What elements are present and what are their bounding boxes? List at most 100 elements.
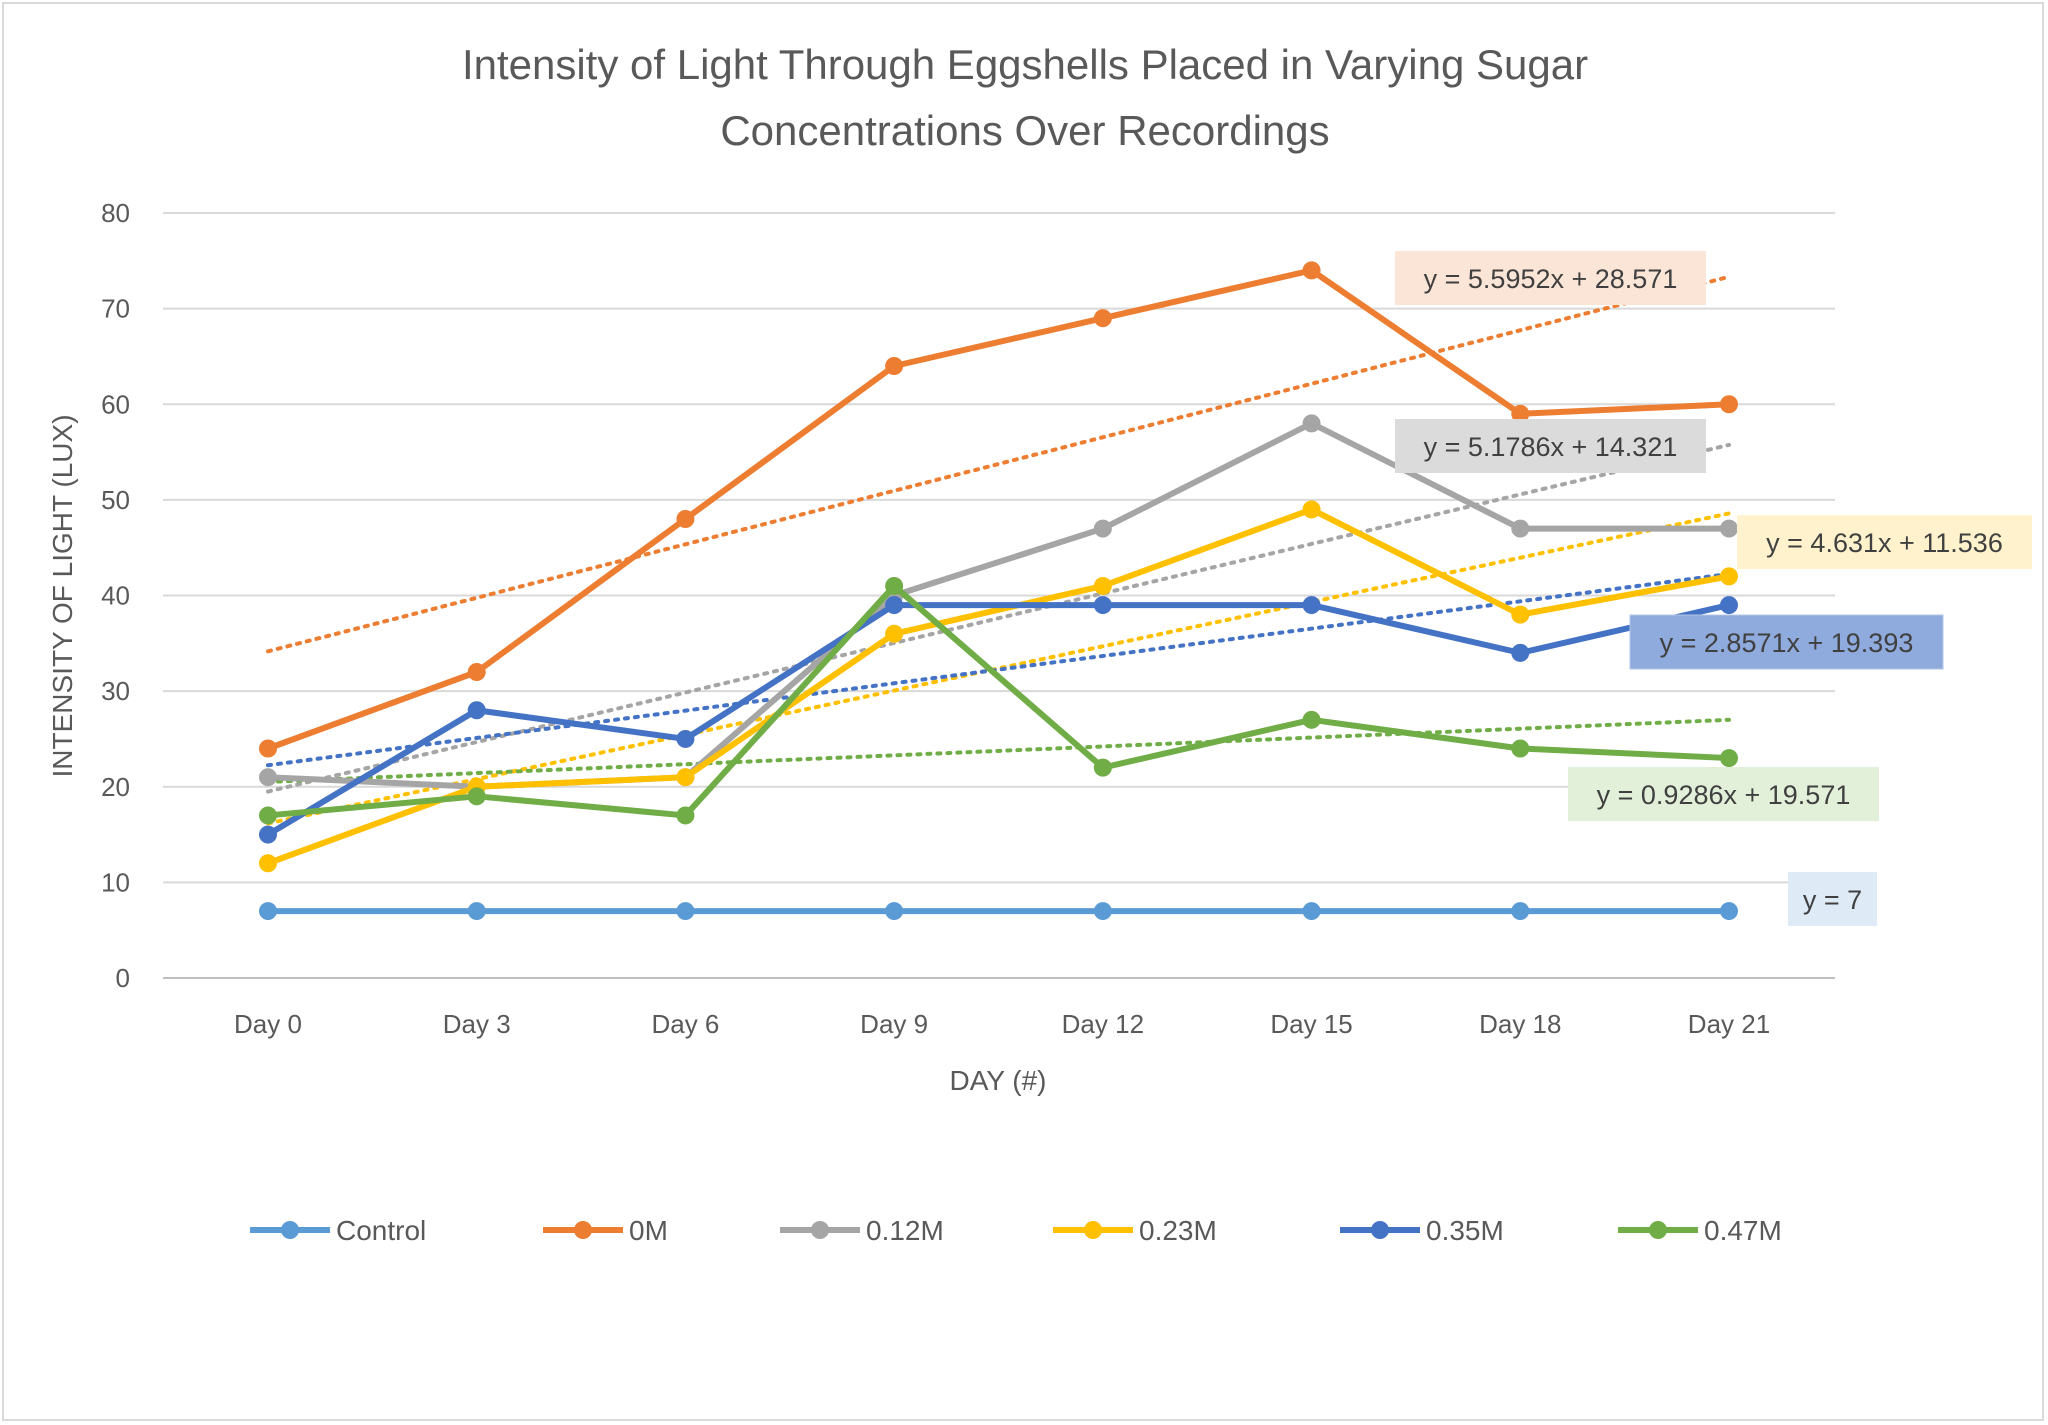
legend-item-0.12M: 0.12M	[780, 1215, 944, 1246]
series-line	[266, 267, 1730, 752]
data-point	[1511, 605, 1530, 624]
equation-text: y = 5.5952x + 28.571	[1424, 264, 1678, 294]
trendline-equation-0.35M: y = 2.8571x + 19.393	[1629, 614, 1944, 670]
legend-marker	[1084, 1221, 1102, 1239]
x-tick-label: Day 6	[651, 1009, 719, 1039]
equation-box	[1737, 515, 2032, 569]
data-point	[1302, 261, 1321, 280]
y-tick-label: 40	[101, 581, 130, 611]
legend-marker	[1649, 1221, 1667, 1239]
x-tick-label: Day 3	[443, 1009, 511, 1039]
y-tick-label: 70	[101, 294, 130, 324]
x-tick-label: Day 12	[1062, 1009, 1144, 1039]
data-point	[1720, 596, 1738, 615]
data-point	[259, 854, 277, 873]
legend-label: 0.35M	[1426, 1215, 1504, 1246]
series-0.23M	[259, 500, 1738, 873]
legend-marker	[811, 1221, 829, 1239]
data-point	[885, 357, 904, 375]
legend-label: 0M	[629, 1215, 668, 1246]
data-point	[1511, 519, 1530, 538]
trendline-equation-0.23M: y = 4.631x + 11.536	[1737, 515, 2032, 569]
y-tick-label: 80	[101, 198, 130, 228]
data-point	[885, 624, 904, 643]
series-line	[267, 582, 1730, 819]
equation-box	[1395, 419, 1706, 473]
data-point	[259, 739, 277, 758]
series-0.35M	[259, 596, 1738, 844]
data-point	[885, 902, 904, 921]
x-tick-label: Day 0	[234, 1009, 302, 1039]
data-point	[885, 596, 904, 615]
trendline-equation-Control: y = 7	[1788, 872, 1877, 926]
y-axis-label: INTENSITY OF LIGHT (LUX)	[47, 414, 78, 777]
trendline-equation-0.12M: y = 5.1786x + 14.321	[1395, 419, 1706, 473]
data-point	[1302, 500, 1321, 519]
trendline-equation-0M: y = 5.5952x + 28.571	[1395, 251, 1706, 305]
equation-box	[1568, 767, 1879, 821]
data-point	[1720, 567, 1738, 586]
y-tick-label: 0	[116, 963, 130, 993]
data-point	[1093, 758, 1112, 777]
trendline-0.12M	[266, 442, 1731, 794]
series-Control	[259, 902, 1738, 921]
data-point	[676, 768, 695, 787]
equation-text: y = 0.9286x + 19.571	[1597, 780, 1851, 810]
legend-item-0.35M: 0.35M	[1340, 1215, 1504, 1246]
data-point	[467, 663, 486, 681]
data-point	[1302, 596, 1321, 615]
data-point	[259, 806, 277, 825]
data-point	[1093, 596, 1112, 615]
legend-marker	[574, 1221, 592, 1239]
data-point	[467, 787, 486, 806]
data-point	[676, 729, 695, 748]
data-point	[676, 806, 695, 825]
legend-item-Control: Control	[250, 1215, 426, 1246]
x-axis-label: DAY (#)	[950, 1065, 1047, 1096]
data-point	[259, 902, 277, 921]
legend-marker	[1371, 1221, 1389, 1239]
equation-text: y = 2.8571x + 19.393	[1660, 628, 1914, 658]
legend-marker	[281, 1221, 299, 1239]
y-tick-label: 20	[101, 772, 130, 802]
equation-text: y = 4.631x + 11.536	[1766, 528, 2003, 558]
series-line	[266, 602, 1730, 838]
data-point	[467, 701, 486, 720]
y-tick-label: 10	[101, 867, 130, 897]
equation-text: y = 5.1786x + 14.321	[1424, 432, 1678, 462]
data-point	[1720, 519, 1738, 538]
equation-box	[1395, 251, 1706, 305]
data-point	[1720, 902, 1738, 921]
series-0.47M	[259, 576, 1738, 825]
data-point	[1093, 309, 1112, 328]
data-point	[1302, 414, 1321, 433]
trendline-0.47M	[266, 717, 1731, 784]
data-point	[1511, 404, 1530, 423]
chart-title-line-2: Concentrations Over Recordings	[720, 107, 1329, 154]
series-line	[266, 506, 1730, 867]
y-tick-label: 50	[101, 485, 130, 515]
legend-label: Control	[336, 1215, 426, 1246]
x-tick-label: Day 18	[1479, 1009, 1561, 1039]
equation-text: y = 7	[1803, 885, 1862, 915]
data-point	[676, 510, 695, 528]
data-point	[1720, 395, 1738, 414]
chart-title-line-1: Intensity of Light Through Eggshells Pla…	[462, 41, 1588, 88]
legend-item-0M: 0M	[543, 1215, 668, 1246]
data-point	[259, 768, 277, 787]
data-point	[467, 902, 486, 921]
data-point	[885, 576, 904, 595]
data-point	[1511, 643, 1530, 662]
trendline-equation-0.47M: y = 0.9286x + 19.571	[1568, 767, 1879, 821]
legend-label: 0.47M	[1704, 1215, 1782, 1246]
data-point	[1511, 739, 1530, 758]
legend-label: 0.12M	[866, 1215, 944, 1246]
x-tick-label: Day 9	[860, 1009, 928, 1039]
data-point	[1302, 902, 1321, 921]
data-point	[1093, 519, 1112, 538]
data-point	[676, 902, 695, 921]
data-point	[1093, 576, 1112, 595]
trendline-0M	[266, 274, 1731, 654]
